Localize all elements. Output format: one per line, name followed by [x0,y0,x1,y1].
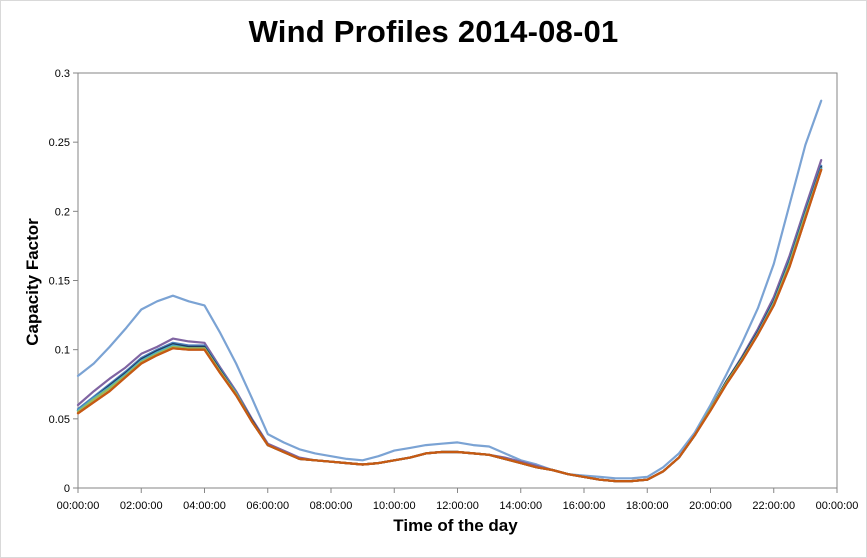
y-tick-labels: 0 0.05 0.1 0.15 0.2 0.25 0.3 [49,68,70,495]
x-tick-label: 04:00:00 [183,500,226,512]
x-tick-labels: 00:00:00 02:00:00 04:00:00 06:00:00 08:00:00… [57,500,859,512]
x-tick-label: 06:00:00 [246,500,289,512]
chart-title: Wind Profiles 2014-08-01 [248,14,619,49]
y-tick-label: 0 [64,483,70,495]
x-tick-label: 00:00:00 [57,500,100,512]
axes-layer [73,72,838,493]
plot-area [77,72,838,489]
series-layer [76,99,823,483]
x-tick-label: 12:00:00 [436,500,479,512]
y-tick-label: 0.15 [49,276,70,288]
x-axis-label: Time of the day [393,516,518,535]
x-tick-label: 22:00:00 [752,500,795,512]
plot-border [77,72,838,489]
y-tick-label: 0.1 [55,345,70,357]
series-line-8 [76,168,823,483]
x-tick-label: 14:00:00 [499,500,542,512]
x-tick-label: 08:00:00 [310,500,353,512]
x-tick-label: 10:00:00 [373,500,416,512]
y-tick-label: 0.3 [55,68,70,80]
y-tick-label: 0.25 [49,137,70,149]
x-tick-label: 02:00:00 [120,500,163,512]
x-tick-label: 16:00:00 [563,500,606,512]
y-tick-label: 0.2 [55,206,70,218]
x-tick-label: 00:00:00 [816,500,859,512]
y-axis-label: Capacity Factor [23,218,42,346]
x-tick-label: 18:00:00 [626,500,669,512]
y-tick-label: 0.05 [49,414,70,426]
x-tick-label: 20:00:00 [689,500,732,512]
series-line-1 [76,99,823,480]
